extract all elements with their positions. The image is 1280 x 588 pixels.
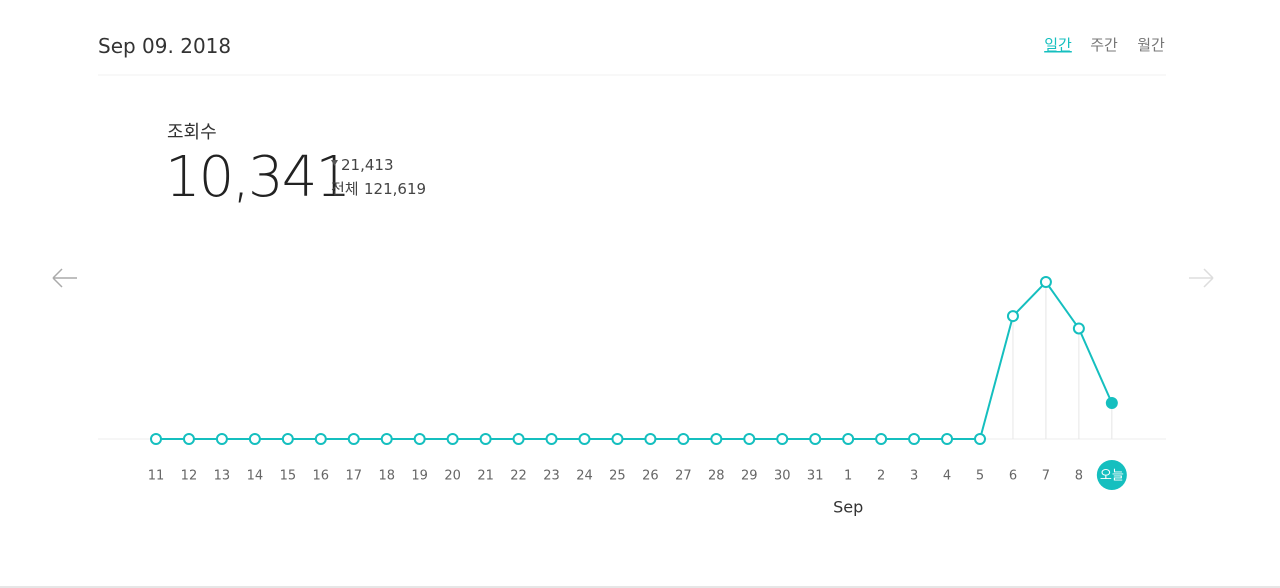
x-tick-label: 19	[411, 469, 428, 484]
line	[156, 280, 1113, 440]
x-tick-label: 5	[976, 469, 984, 484]
point	[578, 433, 591, 445]
tab-weekly[interactable]: 주간	[1090, 36, 1118, 54]
point	[1006, 310, 1019, 323]
point	[941, 433, 954, 445]
point	[347, 433, 360, 445]
x-tick-label: 7	[1042, 469, 1050, 484]
point	[875, 433, 888, 445]
point	[281, 433, 294, 445]
point	[974, 433, 986, 445]
x-tick-label: 3	[910, 469, 918, 484]
x-tick-label: 29	[741, 469, 758, 484]
point	[182, 433, 195, 445]
x-tick-label: 15	[280, 469, 297, 484]
point	[150, 433, 162, 445]
x-tick-label: 17	[345, 469, 362, 484]
point	[743, 433, 756, 445]
x-tick-label: 오늘	[1100, 469, 1124, 484]
x-tick-label: 24	[576, 469, 593, 484]
x-tick-label: 28	[708, 469, 725, 484]
x-tick-label: 21	[477, 469, 494, 484]
x-tick-label: 26	[642, 469, 659, 484]
x-tick-label: 12	[181, 469, 198, 484]
point	[776, 433, 789, 445]
point	[545, 433, 558, 445]
next-arrow[interactable]	[1189, 268, 1214, 288]
point	[215, 433, 228, 445]
point	[809, 433, 822, 445]
month-label: Sep	[833, 498, 863, 517]
point	[380, 433, 393, 445]
point	[446, 433, 459, 445]
x-tick-label: 25	[609, 469, 626, 484]
x-tick-label: 16	[313, 469, 330, 484]
tab-daily[interactable]: 일간	[1044, 36, 1072, 54]
x-tick-label: 14	[247, 469, 264, 484]
x-tick-label: 8	[1075, 469, 1083, 484]
point	[479, 433, 492, 445]
down-icon	[331, 160, 338, 166]
x-tick-label: 20	[444, 469, 461, 484]
x-tick-label: 23	[543, 469, 560, 484]
tab-monthly[interactable]: 월간	[1137, 36, 1165, 54]
point	[1039, 276, 1052, 288]
point	[842, 433, 855, 445]
prev-arrow[interactable]	[52, 268, 77, 288]
point	[314, 433, 327, 445]
x-tick-label: 31	[807, 469, 824, 484]
stat-label: 조회수	[167, 122, 217, 143]
x-tick-label: 1	[844, 469, 852, 484]
x-tick-label: 11	[148, 469, 165, 484]
stat-total: 121,619	[364, 180, 426, 198]
point	[413, 433, 426, 445]
x-tick-label: 22	[510, 469, 527, 484]
point	[1072, 322, 1085, 335]
x-tick-label: 6	[1009, 469, 1017, 484]
x-tick-label: 2	[877, 469, 885, 484]
x-tick-label: 18	[378, 469, 395, 484]
point	[644, 433, 657, 445]
x-tick-label: 27	[675, 469, 692, 484]
point	[677, 433, 690, 445]
x-tick-label: 4	[943, 469, 951, 484]
point	[1105, 397, 1118, 410]
point	[710, 433, 723, 445]
point	[611, 433, 624, 445]
x-tick-label: 13	[214, 469, 231, 484]
date: Sep 09. 2018	[98, 34, 231, 58]
stat-change: 21,413	[341, 156, 394, 174]
point	[248, 433, 261, 445]
stat-total-label: 전체	[331, 180, 359, 198]
point	[512, 433, 525, 445]
point	[908, 433, 921, 445]
today-badge	[1096, 460, 1127, 490]
stat-value: 10,341	[165, 145, 349, 210]
x-tick-label: 30	[774, 469, 791, 484]
